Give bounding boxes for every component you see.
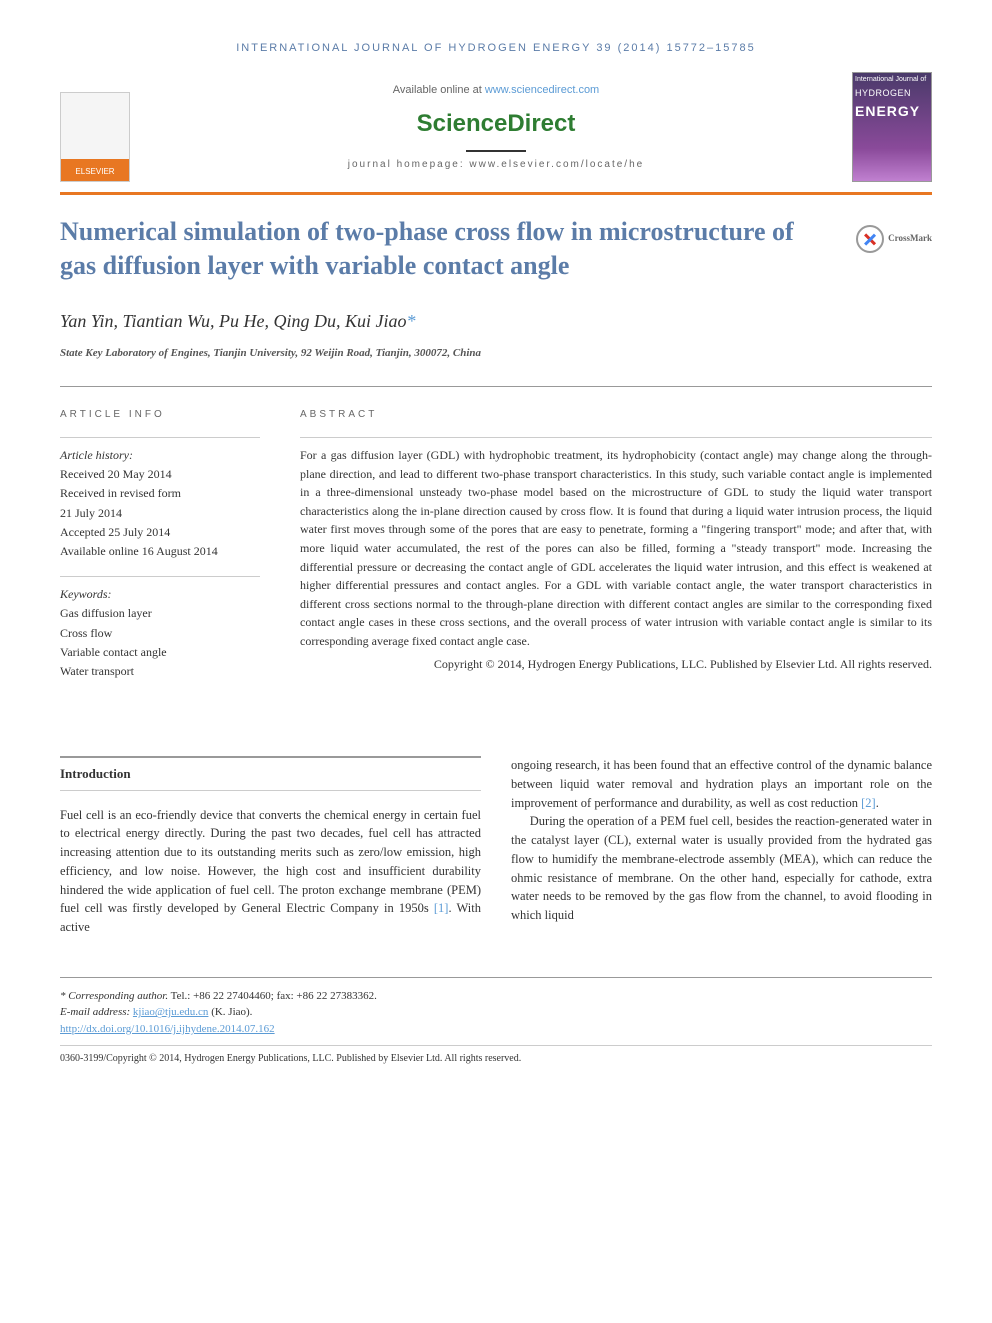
citation-link[interactable]: [2] <box>861 796 876 810</box>
corresponding-marker: * <box>407 311 416 331</box>
journal-citation: INTERNATIONAL JOURNAL OF HYDROGEN ENERGY… <box>60 40 932 57</box>
accepted-date: Accepted 25 July 2014 <box>60 523 260 542</box>
affiliation: State Key Laboratory of Engines, Tianjin… <box>60 345 932 362</box>
revised-date-line2: 21 July 2014 <box>60 504 260 523</box>
cover-energy: ENERGY <box>855 101 929 122</box>
journal-cover-thumbnail[interactable]: International Journal of HYDROGEN ENERGY <box>852 72 932 182</box>
elsevier-logo[interactable]: ELSEVIER <box>60 92 130 182</box>
body-paragraph: During the operation of a PEM fuel cell,… <box>511 812 932 925</box>
author-list: Yan Yin, Tiantian Wu, Pu He, Qing Du, Ku… <box>60 308 932 335</box>
masthead: ELSEVIER International Journal of HYDROG… <box>60 72 932 196</box>
doi-link[interactable]: http://dx.doi.org/10.1016/j.ijhydene.201… <box>60 1023 275 1035</box>
history-label: Article history: <box>60 446 260 465</box>
article-title: Numerical simulation of two-phase cross … <box>60 215 932 283</box>
revised-date-line1: Received in revised form <box>60 484 260 503</box>
received-date: Received 20 May 2014 <box>60 465 260 484</box>
citation-link[interactable]: [1] <box>434 901 449 915</box>
crossmark-icon <box>856 225 884 253</box>
keyword: Gas diffusion layer <box>60 604 260 623</box>
email-line: E-mail address: kjiao@tju.edu.cn (K. Jia… <box>60 1004 932 1021</box>
article-info-column: ARTICLE INFO Article history: Received 2… <box>60 407 260 696</box>
crossmark-label: CrossMark <box>888 233 932 245</box>
email-link[interactable]: kjiao@tju.edu.cn <box>133 1006 209 1018</box>
article-info-label: ARTICLE INFO <box>60 407 260 422</box>
crossmark-badge[interactable]: CrossMark <box>856 225 932 253</box>
body-paragraph: ongoing research, it has been found that… <box>511 756 932 812</box>
introduction-heading: Introduction <box>60 756 481 791</box>
keywords-label: Keywords: <box>60 585 260 604</box>
body-column-right: ongoing research, it has been found that… <box>511 756 932 937</box>
logo-underline <box>466 150 526 152</box>
abstract-copyright: Copyright © 2014, Hydrogen Energy Public… <box>300 655 932 673</box>
body-columns: Introduction Fuel cell is an eco-friendl… <box>60 756 932 937</box>
corresponding-author-note: * Corresponding author. Tel.: +86 22 274… <box>60 988 932 1005</box>
abstract-label: ABSTRACT <box>300 407 932 422</box>
keywords-block: Keywords: Gas diffusion layer Cross flow… <box>60 576 260 681</box>
sciencedirect-url[interactable]: www.sciencedirect.com <box>485 84 599 96</box>
info-abstract-row: ARTICLE INFO Article history: Received 2… <box>60 386 932 696</box>
sciencedirect-logo[interactable]: ScienceDirect <box>60 106 932 142</box>
available-online-text: Available online at www.sciencedirect.co… <box>60 82 932 99</box>
cover-small-text: International Journal of <box>855 75 929 86</box>
page-footer: * Corresponding author. Tel.: +86 22 274… <box>60 977 932 1067</box>
elsevier-logo-text: ELSEVIER <box>75 166 114 178</box>
body-paragraph: Fuel cell is an eco-friendly device that… <box>60 806 481 937</box>
footer-copyright: 0360-3199/Copyright © 2014, Hydrogen Ene… <box>60 1045 932 1066</box>
article-history: Article history: Received 20 May 2014 Re… <box>60 437 260 561</box>
abstract-text: For a gas diffusion layer (GDL) with hyd… <box>300 437 932 651</box>
keyword: Water transport <box>60 662 260 681</box>
abstract-column: ABSTRACT For a gas diffusion layer (GDL)… <box>300 407 932 696</box>
keyword: Cross flow <box>60 624 260 643</box>
online-date: Available online 16 August 2014 <box>60 542 260 561</box>
journal-homepage-text: journal homepage: www.elsevier.com/locat… <box>60 157 932 172</box>
body-column-left: Introduction Fuel cell is an eco-friendl… <box>60 756 481 937</box>
cover-hydrogen: HYDROGEN <box>855 87 929 101</box>
keyword: Variable contact angle <box>60 643 260 662</box>
